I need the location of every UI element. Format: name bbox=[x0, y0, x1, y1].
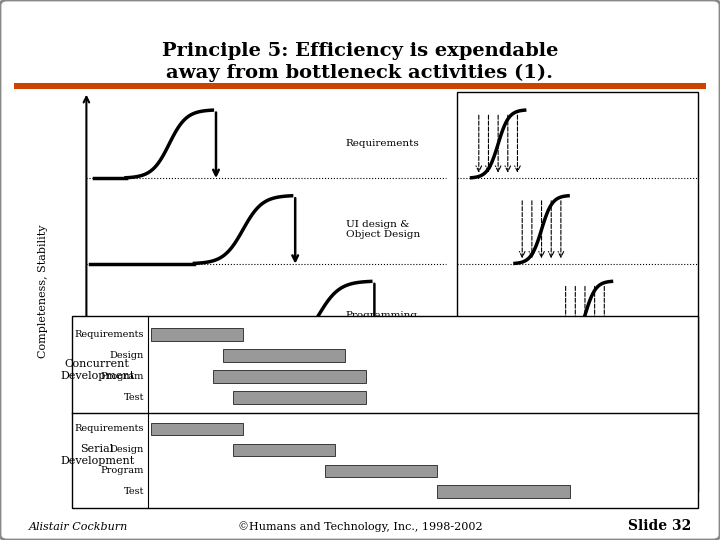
Text: Program: Program bbox=[101, 467, 144, 475]
Text: Test: Test bbox=[124, 487, 144, 496]
Bar bbox=[151, 423, 243, 435]
Text: Programming: Programming bbox=[346, 310, 418, 320]
Bar bbox=[72, 316, 698, 508]
Text: Completeness, Stability: Completeness, Stability bbox=[38, 225, 48, 359]
Text: Serial
Development: Serial Development bbox=[60, 444, 135, 465]
Text: Test: Test bbox=[124, 393, 144, 402]
Bar bbox=[14, 83, 706, 89]
Text: UI design &
Object Design: UI design & Object Design bbox=[346, 220, 420, 239]
Bar bbox=[233, 391, 366, 403]
Text: Alistair Cockburn: Alistair Cockburn bbox=[29, 522, 128, 531]
Bar bbox=[438, 485, 570, 498]
Text: Slide 32: Slide 32 bbox=[628, 519, 691, 534]
Text: Principle 5: Efficiency is expendable: Principle 5: Efficiency is expendable bbox=[162, 42, 558, 60]
Text: ©Humans and Technology, Inc., 1998-2002: ©Humans and Technology, Inc., 1998-2002 bbox=[238, 521, 482, 532]
Bar bbox=[325, 464, 438, 477]
Text: Requirements: Requirements bbox=[346, 139, 419, 148]
Text: Requirements: Requirements bbox=[74, 330, 144, 339]
Bar bbox=[222, 349, 346, 362]
Text: away from bottleneck activities (1).: away from bottleneck activities (1). bbox=[166, 64, 554, 82]
Text: Design: Design bbox=[109, 351, 144, 360]
Bar bbox=[233, 444, 336, 456]
Text: Concurrent
Development: Concurrent Development bbox=[60, 359, 135, 381]
Bar bbox=[457, 92, 698, 491]
Text: Program: Program bbox=[101, 372, 144, 381]
Text: Testing: Testing bbox=[346, 396, 384, 406]
Text: Requirements: Requirements bbox=[74, 424, 144, 434]
Bar bbox=[212, 370, 366, 382]
Text: Design: Design bbox=[109, 446, 144, 454]
Bar bbox=[151, 328, 243, 341]
